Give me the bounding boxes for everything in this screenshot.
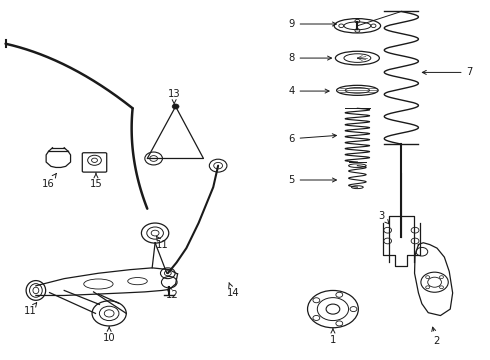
Text: 9: 9 <box>288 19 337 29</box>
Text: 12: 12 <box>166 287 179 300</box>
Text: 15: 15 <box>90 173 102 189</box>
Text: 10: 10 <box>103 327 116 343</box>
Text: 8: 8 <box>288 53 332 63</box>
Text: 16: 16 <box>42 174 56 189</box>
Text: 7: 7 <box>422 67 473 77</box>
Text: 14: 14 <box>226 283 239 298</box>
Text: 4: 4 <box>288 86 329 96</box>
Text: 2: 2 <box>432 327 440 346</box>
Text: 1: 1 <box>330 329 336 345</box>
Text: 6: 6 <box>288 134 337 144</box>
Circle shape <box>172 104 179 109</box>
Text: 5: 5 <box>288 175 337 185</box>
Text: 13: 13 <box>168 89 180 104</box>
Text: 3: 3 <box>379 211 390 224</box>
Text: 11: 11 <box>155 237 168 249</box>
Text: 11: 11 <box>24 303 37 316</box>
